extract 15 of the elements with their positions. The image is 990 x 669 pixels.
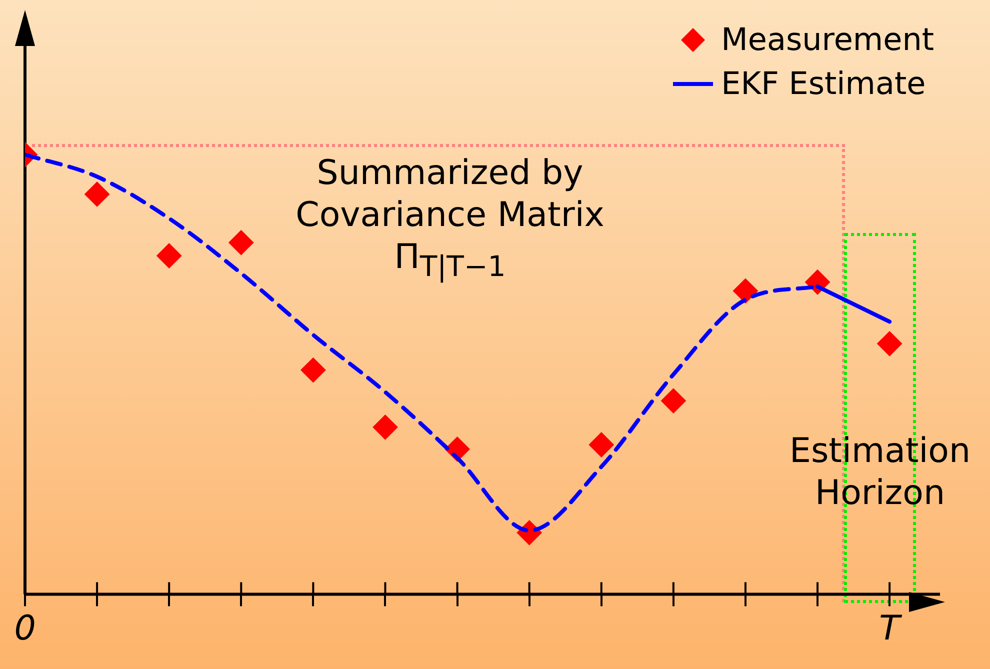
- point: [156, 243, 182, 268]
- annotation: Estimation Horizon: [788, 430, 972, 514]
- point: [660, 388, 686, 414]
- point: [228, 230, 254, 256]
- point: [588, 432, 614, 458]
- legend-label: EKF Estimate: [721, 66, 926, 102]
- point: [732, 278, 758, 304]
- x-tick-label: 0: [14, 608, 36, 648]
- legend-label: Measurement: [721, 22, 934, 58]
- point: [877, 331, 902, 356]
- annotation: Summarized by Covariance Matrix Π$_{T|T−1}$: [294, 152, 606, 285]
- point: [372, 414, 398, 440]
- point: [84, 182, 110, 207]
- point: [300, 358, 326, 383]
- x-tick-label: T: [879, 608, 902, 648]
